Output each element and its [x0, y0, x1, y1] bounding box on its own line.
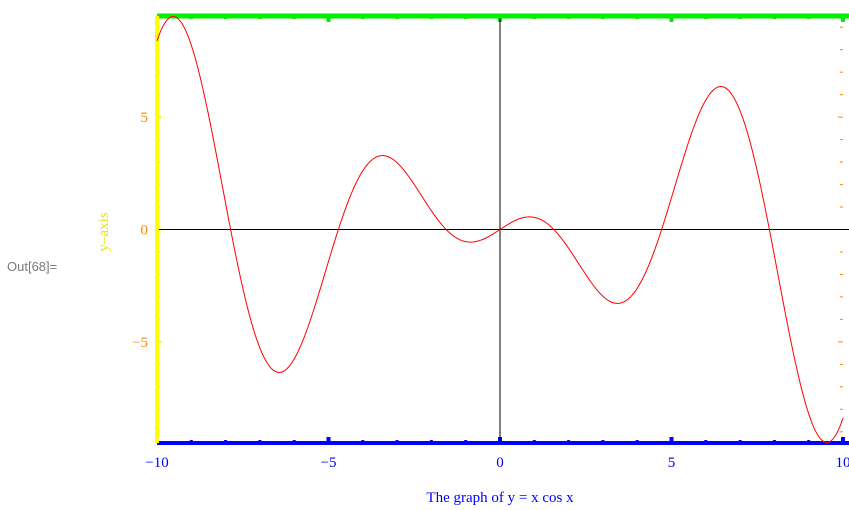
y-tick-label: 0	[141, 223, 149, 239]
x-tick-label: −5	[321, 455, 337, 471]
x-tick-label: −10	[145, 455, 168, 471]
output-cell-label: Out[68]=	[7, 259, 58, 274]
x-tick-label: 10	[836, 455, 849, 471]
x-axis-title: The graph of y = x cos x	[426, 490, 574, 506]
curve-x-cos-x	[156, 16, 844, 443]
plot-frame	[155, 13, 849, 445]
origin-axes	[157, 16, 849, 443]
y-tick-label: −5	[132, 335, 148, 351]
tick-labels: −10 −5 0 5 10 5 0 −5	[132, 110, 849, 471]
x-tick-label: 0	[496, 455, 504, 471]
y-tick-label: 5	[141, 110, 149, 126]
y-axis-title: y–axis	[96, 212, 112, 251]
x-tick-label: 5	[668, 455, 676, 471]
